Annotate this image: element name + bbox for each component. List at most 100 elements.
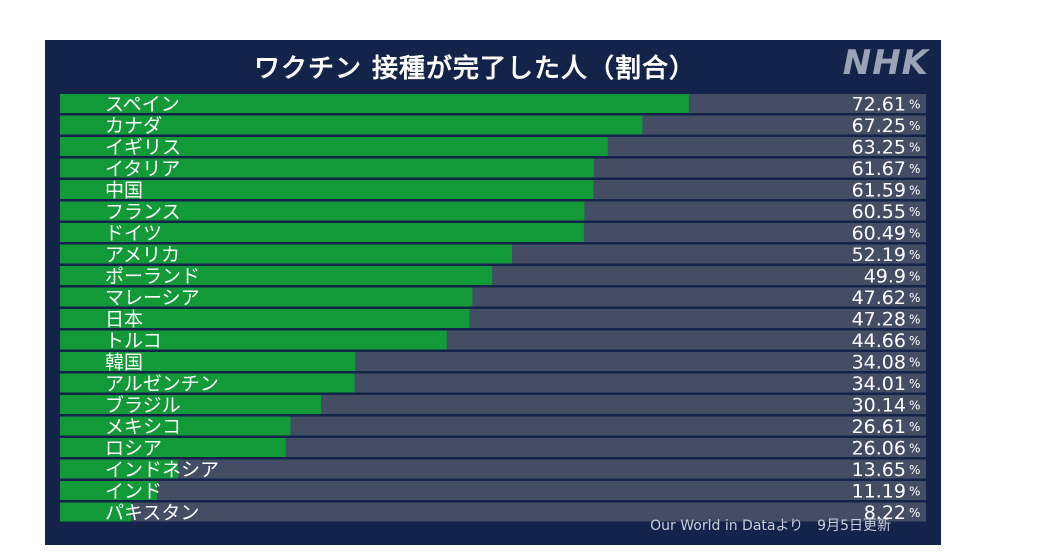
value-label: 60.49 [852,223,906,245]
value-label: 52.19 [852,244,906,266]
bar-row: ドイツ 60.49% [60,223,926,245]
unit-label: % [909,506,920,520]
bar-row: 日本 47.28% [60,309,926,331]
category-label: マレーシア [105,287,200,309]
category-label: 韓国 [105,352,143,374]
bar-track [60,459,926,479]
bar-row: パキスタン 8.22% [60,502,926,524]
category-label: スペイン [105,94,180,116]
bar-row: インドネシア 13.65% [60,459,926,481]
unit-label: % [909,119,920,133]
category-label: インドネシア [105,459,219,481]
chart-panel: ワクチン 接種が完了した人（割合） NHK スペイン 72.61% カナダ 67.25… [45,40,941,545]
category-label: イギリス [105,137,181,159]
unit-label: % [909,420,920,434]
bar [60,352,356,371]
unit-label: % [909,270,920,284]
value-label: 11.19 [852,481,906,503]
unit-label: % [909,399,920,413]
bar-chart: スペイン 72.61 %カナダ 67.25 %イギリス 63.25 %イタリア 61.67 %中… [60,94,926,524]
unit-label: % [909,205,920,219]
unit-label: % [909,291,920,305]
bar [60,459,179,479]
category-label: イタリア [105,158,180,180]
category-label: ブラジル [105,394,181,417]
bar [60,287,473,307]
value-label: 44.66 [852,330,906,352]
unit-label: % [909,485,920,499]
value-label: 47.62 [852,287,906,309]
value-label: 34.01 [852,373,906,395]
bar [60,373,355,393]
unit-label: % [909,162,920,176]
bar-row: カナダ 67.25% [60,115,926,137]
bar-row: 韓国 34.08% [60,352,926,374]
value-label: 30.14 [852,395,906,417]
category-label: アメリカ [105,244,180,266]
bar [60,266,493,285]
value-label: 26.06 [852,438,906,460]
value-label: 49.9 [864,266,906,288]
category-label: ロシア [105,438,162,460]
unit-label: % [909,334,920,348]
value-label: 34.08 [852,352,906,374]
unit-label: % [909,463,920,477]
unit-label: % [909,184,920,198]
category-label: カナダ [105,115,162,137]
bar-track [60,502,926,522]
bar [60,158,595,178]
bar [60,416,291,436]
value-label: 8.22 [864,502,906,524]
unit-label: % [909,313,920,327]
category-label: インド [105,481,162,503]
bar-row: アルゼンチン 34.01% [60,373,926,395]
bar-row: トルコ 44.66% [60,330,926,352]
source-note: Our World in Dataより 9月5日更新 [650,518,891,534]
bar [60,330,447,350]
bar-row: ポーランド 49.9% [60,266,926,288]
bar-row: イタリア 61.67% [60,158,926,180]
category-label: メキシコ [105,416,181,438]
bar-row: マレーシア 47.62% [60,287,926,309]
bar [60,481,157,500]
bar-row: イギリス 63.25% [60,137,926,159]
bar [60,438,286,457]
bar-row: アメリカ 52.19% [60,244,926,266]
nhk-logo: NHK [842,43,929,83]
bar [60,115,643,135]
category-label: 日本 [105,309,143,331]
bar-track [60,481,926,500]
unit-label: % [909,141,920,155]
bar [60,223,584,242]
value-label: 72.61 [852,94,906,116]
value-label: 67.25 [852,115,906,137]
value-label: 63.25 [852,137,906,159]
bar-row: 中国 61.59% [60,180,926,202]
value-label: 26.61 [852,416,906,438]
unit-label: % [909,227,920,241]
category-label: ポーランド [105,266,200,288]
bar-row: ロシア 26.06% [60,438,926,460]
bar [60,94,689,113]
bar [60,395,322,414]
bar-row: ブラジル 30.14% [60,394,926,417]
bar [60,137,608,156]
category-label: トルコ [105,330,162,352]
bar [60,201,585,221]
unit-label: % [909,248,920,262]
category-label: ドイツ [105,223,162,245]
unit-label: % [909,442,920,456]
value-label: 61.67 [852,158,906,180]
bar-row: スペイン 72.61% [60,94,926,116]
chart-title: ワクチン 接種が完了した人（割合） [253,54,697,84]
bar [60,244,512,264]
value-label: 61.59 [852,180,906,202]
bar [60,309,470,328]
value-label: 13.65 [852,459,906,481]
bar-row: インド 11.19% [60,481,926,503]
unit-label: % [909,98,920,112]
bar [60,502,132,522]
bar-row: メキシコ 26.61% [60,416,926,438]
value-label: 47.28 [852,309,906,331]
unit-label: % [909,356,920,370]
